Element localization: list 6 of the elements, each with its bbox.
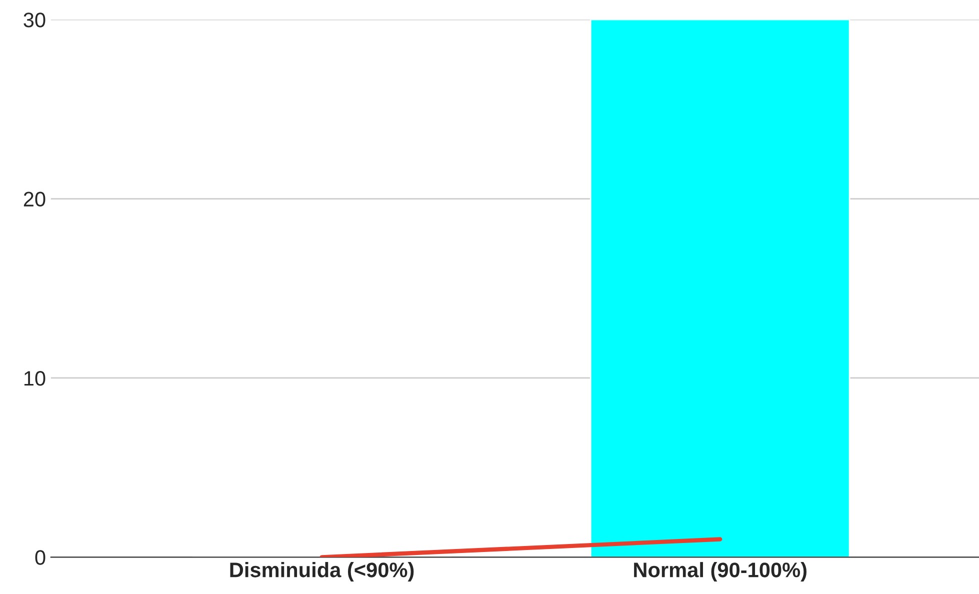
x-tick-label: Disminuida (<90%) [230,562,414,582]
y-tick-label: 0 [35,550,46,565]
x-tick-label: Normal (90-100%) [634,562,806,582]
y-tick-label: 20 [24,192,46,207]
y-tick-label: 10 [24,370,46,386]
y-tick-label: 30 [24,12,46,28]
